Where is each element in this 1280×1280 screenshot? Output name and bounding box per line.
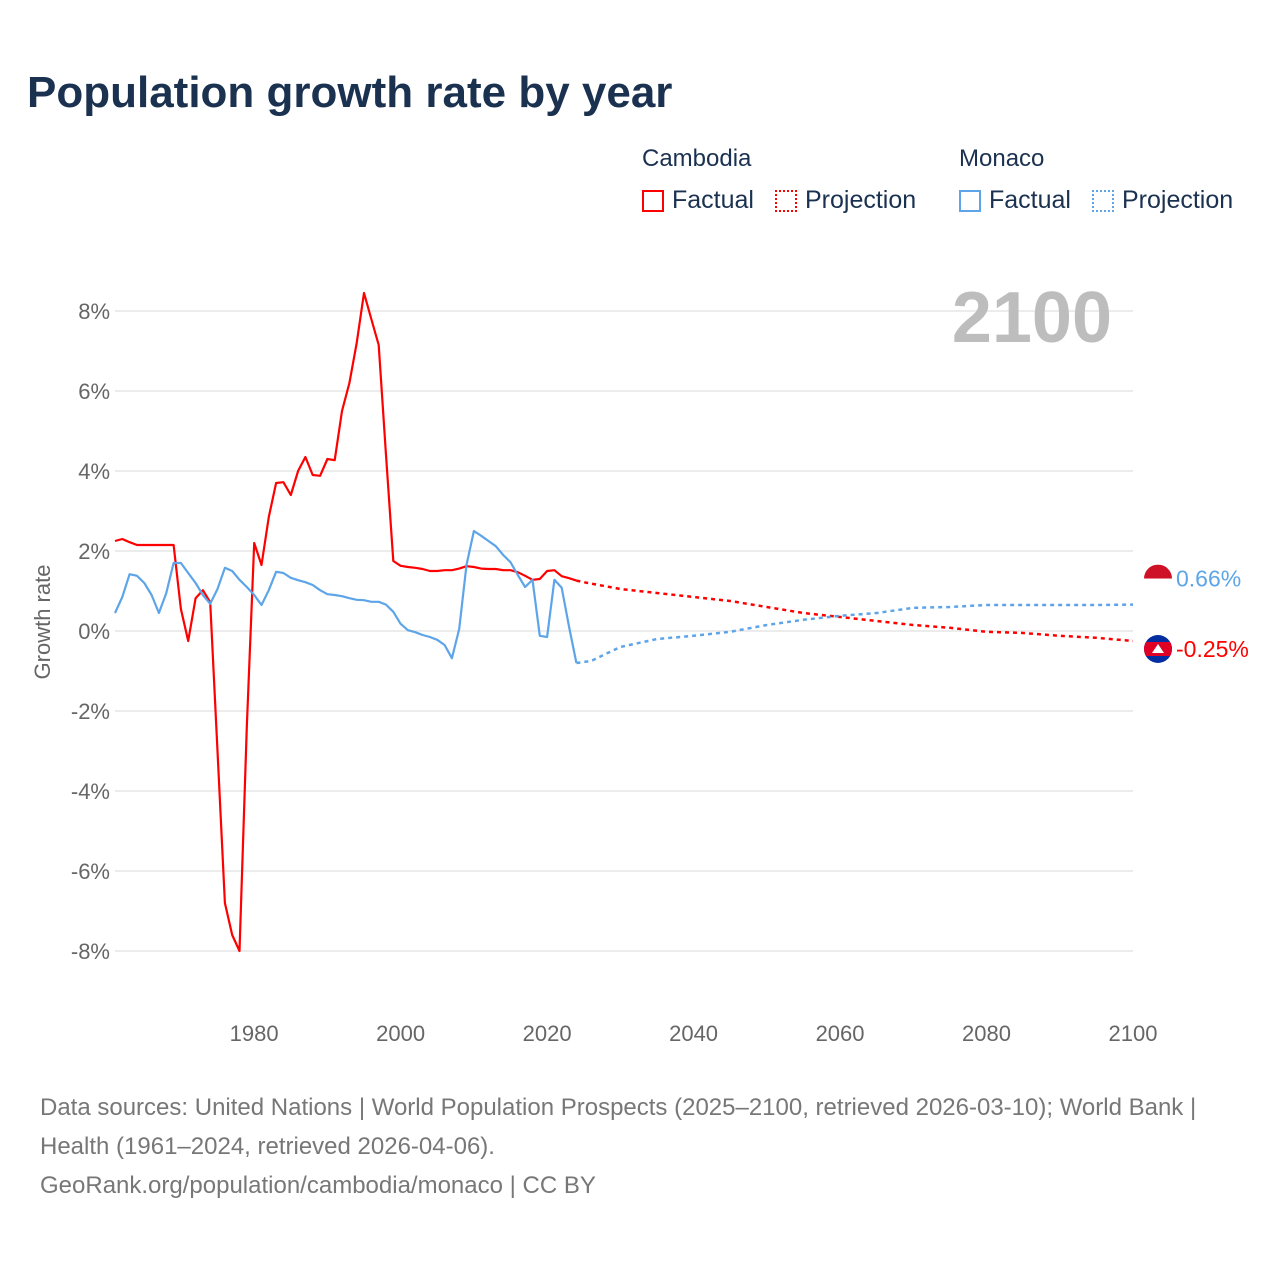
monaco-factual-line xyxy=(113,529,578,664)
x-tick-label: 2100 xyxy=(1109,1021,1158,1046)
cambodia-factual-line xyxy=(114,291,577,953)
line-chart: 8% 6% 4% 2% 0% -2% -4% -6% -8% 1980 2000 2020 2040 20… xyxy=(30,278,1249,1046)
legend-label: Factual xyxy=(989,186,1071,214)
monaco-flag-icon xyxy=(1144,564,1172,593)
chart-title: Population growth rate by year xyxy=(27,68,673,117)
legend-monaco-projection[interactable]: Projection xyxy=(1092,186,1233,215)
legend-swatch-dotted xyxy=(1092,189,1114,212)
y-tick-label: -6% xyxy=(71,859,110,884)
legend-cambodia-factual[interactable]: Factual xyxy=(642,186,754,215)
x-tick-label: 2060 xyxy=(816,1021,865,1046)
monaco-projection-line xyxy=(576,603,1134,665)
cambodia-projection-line xyxy=(576,579,1134,643)
legend-group-cambodia: Cambodia xyxy=(642,145,752,172)
cambodia-flag-icon xyxy=(1144,635,1172,663)
legend-label: Factual xyxy=(672,186,754,214)
data-sources: Data sources: United Nations | World Pop… xyxy=(40,1094,1197,1160)
legend-swatch-solid xyxy=(642,189,664,212)
legend-label: Projection xyxy=(805,186,917,214)
x-tick-label: 2000 xyxy=(376,1021,425,1046)
legend-label: Projection xyxy=(1122,186,1234,214)
y-tick-label: 6% xyxy=(78,379,110,404)
legend-cambodia-projection[interactable]: Projection xyxy=(775,186,916,215)
y-tick-label: 8% xyxy=(78,299,110,324)
y-tick-label: 0% xyxy=(78,619,110,644)
x-tick-label: 1980 xyxy=(230,1021,279,1046)
x-tick-label: 2020 xyxy=(523,1021,572,1046)
legend-group-monaco: Monaco xyxy=(959,145,1045,172)
legend-swatch-solid xyxy=(959,189,981,212)
footer: Data sources: United Nations | World Pop… xyxy=(40,1088,1240,1205)
cambodia-end-label: -0.25% xyxy=(1176,636,1249,662)
x-tick-label: 2080 xyxy=(962,1021,1011,1046)
y-tick-label: 4% xyxy=(78,459,110,484)
x-tick-label: 2040 xyxy=(669,1021,718,1046)
y-tick-label: 2% xyxy=(78,539,110,564)
current-year-label: 2100 xyxy=(952,278,1112,358)
y-tick-label: -8% xyxy=(71,939,110,964)
legend-monaco-factual[interactable]: Factual xyxy=(959,186,1071,215)
y-tick-label: -2% xyxy=(71,699,110,724)
monaco-end-label: 0.66% xyxy=(1176,566,1241,592)
y-axis-label: Growth rate xyxy=(30,565,55,680)
attribution-link[interactable]: GeoRank.org/population/cambodia/monaco |… xyxy=(40,1172,596,1199)
legend-swatch-dotted xyxy=(775,189,797,212)
y-tick-label: -4% xyxy=(71,779,110,804)
